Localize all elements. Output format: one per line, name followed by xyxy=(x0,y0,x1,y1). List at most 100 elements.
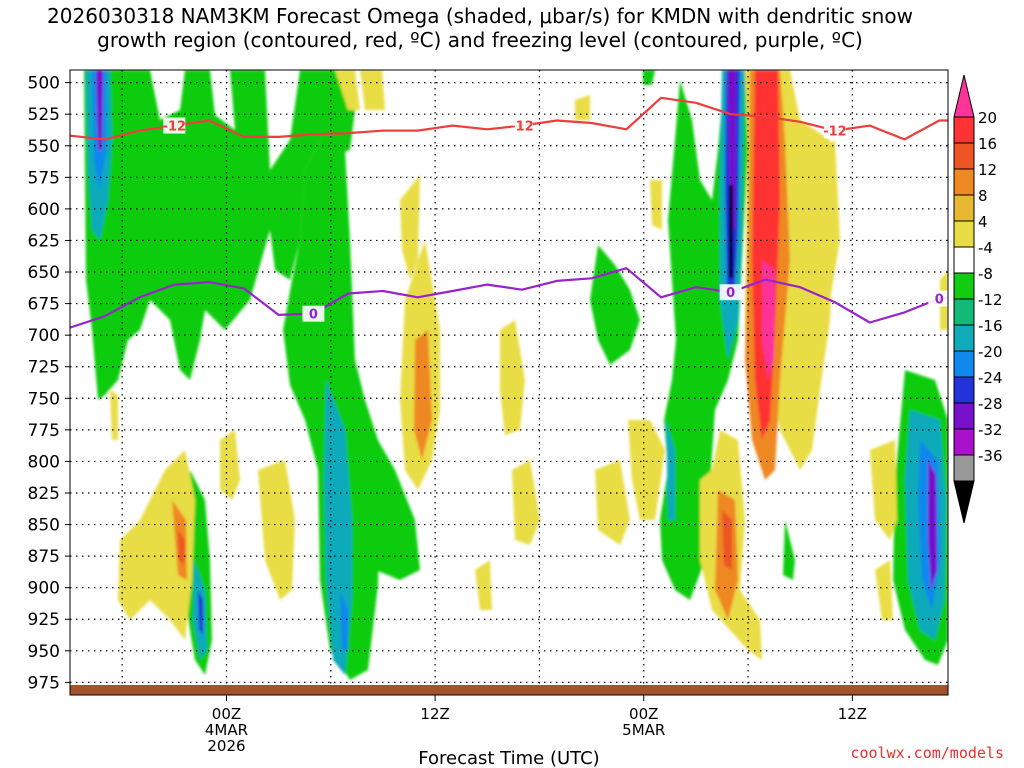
omega-shade-subsidence-o xyxy=(870,440,897,540)
omega-shade-subsidence-h xyxy=(512,460,540,545)
contour-label-bg xyxy=(511,117,534,134)
y-tick-label: 925 xyxy=(28,610,60,630)
y-tick-label: 775 xyxy=(28,421,60,441)
freezing-level-contour-label: 0 xyxy=(726,286,735,301)
omega-shade-core-early-deep xyxy=(96,70,103,150)
freezing-level-contour-label: 0 xyxy=(935,293,944,308)
colorbar-swatch-bottom xyxy=(953,480,975,524)
omega-shade-subsidence-g xyxy=(500,320,525,435)
dgz-contour-label: -12 xyxy=(510,120,534,135)
colorbar-label: -32 xyxy=(978,421,1003,439)
site-credit: coolwx.com/models xyxy=(850,744,1004,762)
omega-shade-core-lowleft-inner xyxy=(198,590,203,635)
omega-shade-core-thin xyxy=(666,420,675,520)
y-tick-label: 625 xyxy=(28,231,60,251)
omega-shade-core-midday-inner xyxy=(340,590,348,650)
contour-label-bg xyxy=(163,117,186,134)
colorbar-swatch xyxy=(953,194,975,222)
contour-labels: -12 -12 -12 0 0 0 xyxy=(163,117,951,323)
y-tick-label: 950 xyxy=(28,642,60,662)
x-tick-label: 5MAR xyxy=(622,721,665,739)
y-tick-label: 600 xyxy=(28,200,60,220)
omega-shade-subsidence-left-hot xyxy=(178,530,185,565)
dgz-contour-line xyxy=(70,96,948,141)
y-tick-label: 800 xyxy=(28,452,60,472)
colorbar-label: -36 xyxy=(978,447,1003,465)
omega-shade-core-midday xyxy=(324,380,352,675)
colorbar-swatch-top xyxy=(953,74,975,118)
y-tick-label: 900 xyxy=(28,579,60,599)
contour-label-bg xyxy=(719,284,742,301)
contour-label-bg xyxy=(823,122,846,139)
x-tick-label: 2026 xyxy=(207,737,245,755)
y-tick-label: 550 xyxy=(28,137,60,157)
y-tick-label: 650 xyxy=(28,263,60,283)
colorbar-label: -20 xyxy=(978,343,1003,361)
y-tick-label: 725 xyxy=(28,358,60,378)
omega-shade-subsidence-c xyxy=(335,70,360,110)
x-tick-label: 12Z xyxy=(420,705,449,723)
dgz-contour-label: -12 xyxy=(823,125,847,140)
colorbar-label: -12 xyxy=(978,291,1003,309)
colorbar-swatch xyxy=(953,376,975,404)
colorbar-label: 12 xyxy=(978,161,997,179)
dgz-contour-label: -12 xyxy=(163,120,187,135)
grid-lines xyxy=(70,70,948,695)
omega-shade-subsidence-i xyxy=(595,460,630,545)
y-tick-label: 700 xyxy=(28,326,60,346)
omega-shading xyxy=(84,70,948,680)
omega-shade-subsidence-l xyxy=(650,180,662,230)
omega-shade-subsidence-left xyxy=(118,450,195,640)
colorbar-label: -8 xyxy=(978,265,993,283)
colorbar-label: -4 xyxy=(978,239,993,257)
colorbar-swatch xyxy=(953,142,975,170)
chart-title-line-1: 2026030318 NAM3KM Forecast Omega (shaded… xyxy=(47,4,913,28)
omega-shade-ascent-low-right xyxy=(783,520,795,580)
omega-shade-ascent-top xyxy=(643,70,655,85)
colorbar-swatch xyxy=(953,428,975,456)
x-tick-label: 4MAR xyxy=(205,721,248,739)
colorbar-swatch xyxy=(953,298,975,326)
colorbar-label: 8 xyxy=(978,187,988,205)
omega-shade-subsidence-n xyxy=(800,140,840,300)
omega-shade-subsidence-p xyxy=(875,560,893,620)
omega-shade-subsidence-f-core xyxy=(414,330,432,460)
colorbar-label: -28 xyxy=(978,395,1003,413)
x-tick-label: 00Z xyxy=(629,705,658,723)
colorbar-label: -24 xyxy=(978,369,1003,387)
contour-label-bg xyxy=(928,290,951,307)
omega-shade-subsidence-d xyxy=(360,70,385,110)
x-tick-label: 00Z xyxy=(212,705,241,723)
colorbar-label: 20 xyxy=(978,109,997,127)
plot-frame xyxy=(69,69,949,696)
omega-shade-subsidence-q xyxy=(110,390,118,440)
x-axis-label: Forecast Time (UTC) xyxy=(418,748,599,768)
omega-shade-core-right-black xyxy=(729,185,733,278)
freezing-level-contour-label: 0 xyxy=(309,308,318,323)
colorbar-swatch xyxy=(953,454,975,482)
y-tick-label: 825 xyxy=(28,484,60,504)
omega-shade-subsidence-big-pink xyxy=(762,260,775,380)
omega-shade-subsidence-e xyxy=(400,175,420,280)
chart-title-line-2: growth region (contoured, red, ºC) and f… xyxy=(97,28,863,52)
colorbar-swatch xyxy=(953,324,975,352)
colorbar-swatch xyxy=(953,272,975,300)
colorbar-swatch xyxy=(953,168,975,196)
y-tick-label: 675 xyxy=(28,295,60,315)
y-tick-label: 575 xyxy=(28,168,60,188)
colorbar-swatch xyxy=(953,246,975,274)
colorbar-label: 4 xyxy=(978,213,988,231)
colorbar: 20 16 12 8 4 -4 -8 -12 -16 -20 -24 -28 -32 -36 xyxy=(953,74,1003,524)
omega-shade-subsidence-k xyxy=(628,420,665,520)
y-tick-label: 975 xyxy=(28,673,60,693)
omega-shade-subsidence-a xyxy=(220,430,240,500)
ground-terrain xyxy=(70,685,948,695)
contour-label-bg xyxy=(302,305,325,322)
y-tick-label: 875 xyxy=(28,547,60,567)
y-tick-label: 750 xyxy=(28,389,60,409)
colorbar-label: 16 xyxy=(978,135,997,153)
contours xyxy=(70,96,948,329)
omega-shade-ascent-upper-left xyxy=(84,70,355,400)
